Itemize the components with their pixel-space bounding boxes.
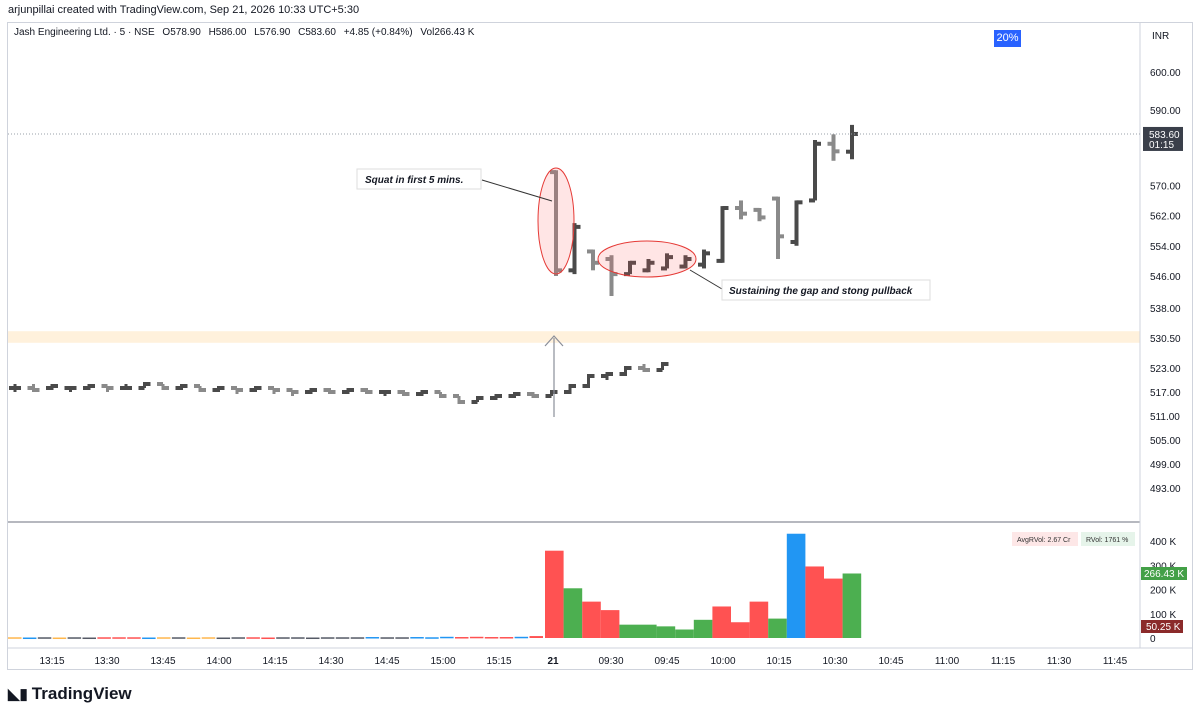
credit-line: arjunpillai created with TradingView.com… bbox=[8, 4, 360, 16]
percent-badge[interactable]: 20% bbox=[994, 30, 1021, 47]
close-value: C583.60 bbox=[298, 27, 336, 38]
symbol-legend: Jash Engineering Ltd. · 5 · NSE O578.90 … bbox=[14, 27, 479, 38]
open-value: O578.90 bbox=[162, 27, 201, 38]
high-value: H586.00 bbox=[208, 27, 247, 38]
brand-name: TradingView bbox=[31, 684, 132, 703]
symbol-name[interactable]: Jash Engineering Ltd. · 5 · NSE bbox=[14, 27, 155, 38]
tv-logo-icon: ◣▮ bbox=[8, 686, 28, 703]
chart-frame bbox=[7, 22, 1193, 670]
low-value: L576.90 bbox=[254, 27, 291, 38]
change-value: +4.85 (+0.84%) bbox=[343, 27, 413, 38]
tradingview-logo[interactable]: ◣▮ TradingView bbox=[8, 684, 132, 704]
volume-value: Vol266.43 K bbox=[420, 27, 475, 38]
